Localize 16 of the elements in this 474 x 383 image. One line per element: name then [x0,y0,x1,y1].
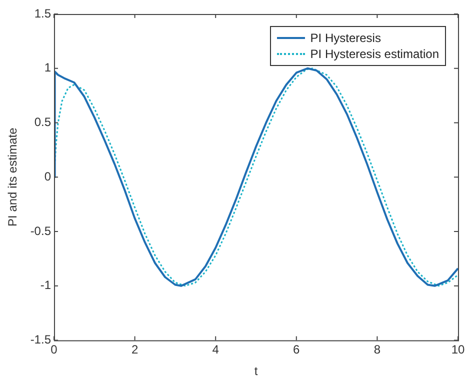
y-tick-label: -0.5 [30,224,52,238]
y-tick-label: -1 [40,278,52,292]
y-tick-label: 1.5 [34,6,52,20]
x-tick-label: 2 [131,342,138,357]
x-axis-title: t [254,364,258,378]
x-tick-label: 8 [374,342,381,357]
x-tick-label: 6 [293,342,300,357]
y-tick-label: -1.5 [30,332,52,347]
x-tick-label: 4 [212,342,220,357]
legend-label: PI Hysteresis [310,31,381,45]
legend-label: PI Hysteresis estimation [310,47,439,61]
y-tick-label: 1 [44,60,52,75]
y-tick-label: 0 [44,169,52,184]
y-axis-title: PI and its estimate [6,127,20,226]
y-tick-label: 0.5 [34,115,52,130]
x-tick-label: 10 [451,342,465,357]
